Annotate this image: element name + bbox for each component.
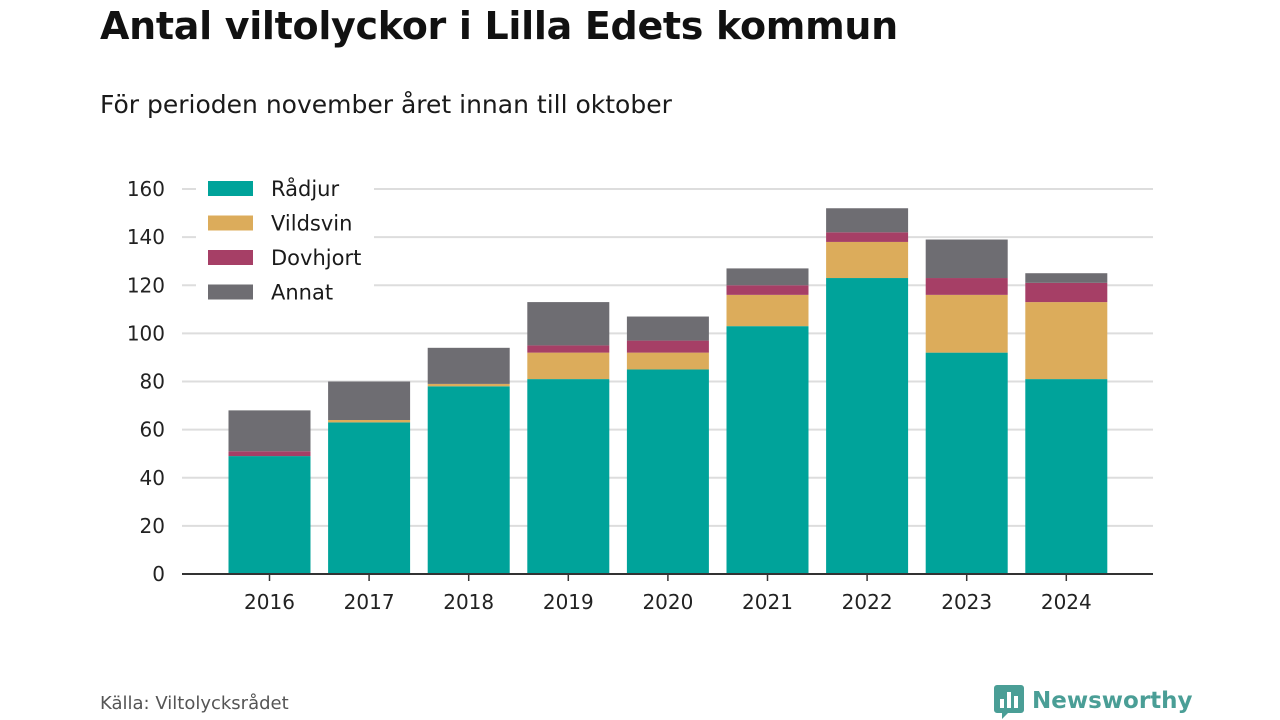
x-tick-label: 2022 bbox=[842, 590, 893, 614]
bar-segment-annat-2020 bbox=[626, 316, 709, 341]
x-tick-label: 2020 bbox=[642, 590, 693, 614]
bar-segment-annat-2018 bbox=[427, 347, 510, 384]
legend-label-dovhjort: Dovhjort bbox=[271, 246, 361, 270]
bar-segment-rådjur-2024 bbox=[1025, 379, 1108, 574]
bar-segment-dovhjort-2024 bbox=[1025, 282, 1108, 303]
bar-chart-logo-icon bbox=[994, 685, 1024, 719]
axes: 0 20 40 60 80 100 120 140 160 2016 2017 2018 2019 202… bbox=[127, 177, 1153, 614]
bar-segment-vildsvin-2019 bbox=[527, 352, 610, 380]
bar-segment-rådjur-2022 bbox=[826, 278, 909, 574]
x-tick-label: 2023 bbox=[941, 590, 992, 614]
bar-segment-dovhjort-2016 bbox=[228, 451, 311, 457]
bar-segment-vildsvin-2018 bbox=[427, 383, 510, 387]
bar-segment-rådjur-2016 bbox=[228, 456, 311, 574]
bar-segment-rådjur-2021 bbox=[726, 326, 809, 574]
legend: Rådjur Vildsvin Dovhjort Annat bbox=[196, 172, 374, 312]
brand-name: Newsworthy bbox=[1032, 688, 1193, 714]
bar-segment-annat-2024 bbox=[1025, 273, 1108, 283]
bars bbox=[228, 208, 1108, 574]
legend-label-annat: Annat bbox=[271, 281, 333, 305]
bar-segment-vildsvin-2020 bbox=[626, 352, 709, 370]
x-tick-label: 2018 bbox=[443, 590, 494, 614]
legend-swatch-dovhjort bbox=[208, 250, 253, 265]
bar-segment-vildsvin-2022 bbox=[826, 241, 909, 279]
y-tick-label: 120 bbox=[127, 273, 165, 297]
x-tick-label: 2016 bbox=[244, 590, 295, 614]
bar-segment-annat-2021 bbox=[726, 268, 809, 286]
bar-segment-vildsvin-2023 bbox=[925, 294, 1008, 353]
bar-segment-rådjur-2018 bbox=[427, 386, 510, 574]
y-tick-label: 140 bbox=[127, 225, 165, 249]
bar-segment-rådjur-2023 bbox=[925, 352, 1008, 574]
bar-segment-rådjur-2017 bbox=[328, 422, 411, 574]
bar-segment-rådjur-2019 bbox=[527, 379, 610, 574]
bar-segment-dovhjort-2020 bbox=[626, 340, 709, 353]
legend-swatch-rådjur bbox=[208, 181, 253, 196]
x-tick-label: 2021 bbox=[742, 590, 793, 614]
y-tick-label: 80 bbox=[140, 370, 165, 394]
bar-segment-annat-2017 bbox=[328, 381, 411, 420]
brand-logo: Newsworthy bbox=[994, 683, 1193, 719]
y-tick-label: 0 bbox=[152, 562, 165, 586]
y-tick-label: 60 bbox=[140, 418, 165, 442]
legend-label-rådjur: Rådjur bbox=[271, 176, 339, 201]
bar-segment-dovhjort-2019 bbox=[527, 345, 610, 353]
bar-segment-annat-2022 bbox=[826, 208, 909, 233]
y-tick-label: 160 bbox=[127, 177, 165, 201]
legend-swatch-vildsvin bbox=[208, 215, 253, 231]
y-tick-label: 40 bbox=[140, 466, 165, 490]
legend-swatch-annat bbox=[208, 284, 253, 300]
chart-subtitle: För perioden november året innan till ok… bbox=[100, 90, 672, 119]
bar-segment-vildsvin-2021 bbox=[726, 294, 809, 327]
chart-title: Antal viltolyckor i Lilla Edets kommun bbox=[100, 4, 898, 48]
y-tick-label: 20 bbox=[140, 514, 165, 538]
bar-segment-annat-2016 bbox=[228, 410, 311, 452]
bar-segment-vildsvin-2024 bbox=[1025, 302, 1108, 380]
source-note: Källa: Viltolycksrådet bbox=[100, 693, 289, 714]
bar-segment-annat-2019 bbox=[527, 302, 610, 346]
bar-segment-dovhjort-2021 bbox=[726, 285, 809, 295]
legend-label-vildsvin: Vildsvin bbox=[271, 212, 352, 236]
bar-segment-rådjur-2020 bbox=[626, 369, 709, 574]
x-tick-label: 2019 bbox=[543, 590, 594, 614]
x-tick-label: 2024 bbox=[1041, 590, 1092, 614]
bar-segment-dovhjort-2023 bbox=[925, 278, 1008, 295]
bar-segment-annat-2023 bbox=[925, 239, 1008, 279]
y-tick-label: 100 bbox=[127, 321, 165, 345]
bar-segment-dovhjort-2022 bbox=[826, 232, 909, 242]
bar-segment-vildsvin-2017 bbox=[328, 420, 411, 423]
x-tick-label: 2017 bbox=[344, 590, 395, 614]
